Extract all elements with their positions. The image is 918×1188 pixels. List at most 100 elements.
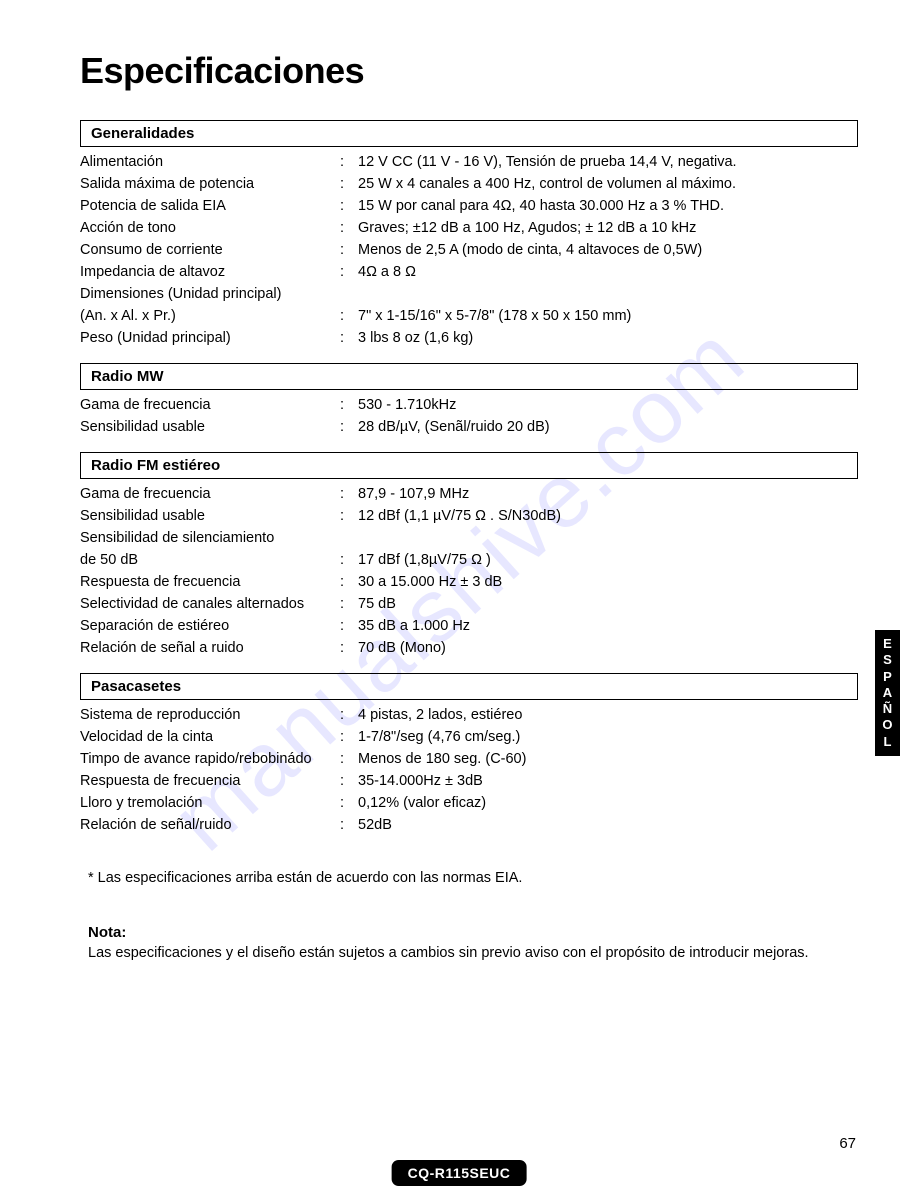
spec-label: Gama de frecuencia: [80, 483, 340, 505]
spec-label: Sensibilidad usable: [80, 505, 340, 527]
spec-label: Dimensiones (Unidad principal): [80, 283, 340, 305]
spec-value: 87,9 - 107,9 MHz: [358, 483, 858, 505]
spec-label: Acción de tono: [80, 217, 340, 239]
spec-value: Graves; ±12 dB a 100 Hz, Agudos; ± 12 dB…: [358, 217, 858, 239]
spec-colon: :: [340, 748, 358, 770]
spec-label: Peso (Unidad principal): [80, 327, 340, 349]
spec-table: Sistema de reproducción:4 pistas, 2 lado…: [80, 704, 858, 836]
spec-label: Sensibilidad de silenciamiento: [80, 527, 340, 549]
spec-row: Alimentación:12 V CC (11 V - 16 V), Tens…: [80, 151, 858, 173]
spec-colon: :: [340, 195, 358, 217]
note-body: Las especificaciones y el diseño están s…: [80, 943, 858, 963]
spec-colon: :: [340, 704, 358, 726]
sections-container: GeneralidadesAlimentación:12 V CC (11 V …: [80, 120, 858, 836]
spec-label: de 50 dB: [80, 549, 340, 571]
spec-label: Timpo de avance rapido/rebobinádo: [80, 748, 340, 770]
spec-value: 70 dB (Mono): [358, 637, 858, 659]
spec-row: Salida máxima de potencia:25 W x 4 canal…: [80, 173, 858, 195]
spec-label: Relación de señal a ruido: [80, 637, 340, 659]
spec-colon: :: [340, 505, 358, 527]
spec-row: Consumo de corriente:Menos de 2,5 A (mod…: [80, 239, 858, 261]
spec-row: Relación de señal a ruido:70 dB (Mono): [80, 637, 858, 659]
spec-value: 35 dB a 1.000 Hz: [358, 615, 858, 637]
spec-row: Sensibilidad usable:12 dBf (1,1 µV/75 Ω …: [80, 505, 858, 527]
spec-value: 3 lbs 8 oz (1,6 kg): [358, 327, 858, 349]
spec-row: Sistema de reproducción:4 pistas, 2 lado…: [80, 704, 858, 726]
spec-row: Peso (Unidad principal):3 lbs 8 oz (1,6 …: [80, 327, 858, 349]
spec-value: 0,12% (valor eficaz): [358, 792, 858, 814]
spec-label: Sensibilidad usable: [80, 416, 340, 438]
spec-colon: :: [340, 726, 358, 748]
spec-row: Lloro y tremolación:0,12% (valor eficaz): [80, 792, 858, 814]
spec-label: Lloro y tremolación: [80, 792, 340, 814]
spec-label: Alimentación: [80, 151, 340, 173]
spec-colon: :: [340, 416, 358, 438]
spec-row: Timpo de avance rapido/rebobinádo:Menos …: [80, 748, 858, 770]
spec-label: Relación de señal/ruido: [80, 814, 340, 836]
spec-row: Acción de tono:Graves; ±12 dB a 100 Hz, …: [80, 217, 858, 239]
spec-value: 4Ω a 8 Ω: [358, 261, 858, 283]
spec-label: Salida máxima de potencia: [80, 173, 340, 195]
spec-value: 15 W por canal para 4Ω, 40 hasta 30.000 …: [358, 195, 858, 217]
spec-value: [358, 527, 858, 549]
spec-row: Potencia de salida EIA:15 W por canal pa…: [80, 195, 858, 217]
spec-value: Menos de 180 seg. (C-60): [358, 748, 858, 770]
spec-value: 28 dB/µV, (Senãl/ruido 20 dB): [358, 416, 858, 438]
section-header: Radio MW: [80, 363, 858, 390]
spec-row: Selectividad de canales alternados:75 dB: [80, 593, 858, 615]
note-heading: Nota:: [80, 924, 858, 941]
footnote-text: * Las especificaciones arriba están de a…: [80, 870, 858, 886]
spec-value: 30 a 15.000 Hz ± 3 dB: [358, 571, 858, 593]
spec-table: Gama de frecuencia:530 - 1.710kHzSensibi…: [80, 394, 858, 438]
spec-table: Gama de frecuencia:87,9 - 107,9 MHzSensi…: [80, 483, 858, 659]
spec-label: Consumo de corriente: [80, 239, 340, 261]
spec-value: 12 V CC (11 V - 16 V), Tensión de prueba…: [358, 151, 858, 173]
section-header: Radio FM estiéreo: [80, 452, 858, 479]
spec-colon: :: [340, 151, 358, 173]
section-header: Pasacasetes: [80, 673, 858, 700]
spec-row: Sensibilidad usable:28 dB/µV, (Senãl/rui…: [80, 416, 858, 438]
spec-row: Relación de señal/ruido:52dB: [80, 814, 858, 836]
spec-value: 7" x 1-15/16" x 5-7/8" (178 x 50 x 150 m…: [358, 305, 858, 327]
spec-label: Separación de estiéreo: [80, 615, 340, 637]
spec-colon: :: [340, 173, 358, 195]
spec-row: (An. x Al. x Pr.):7" x 1-15/16" x 5-7/8"…: [80, 305, 858, 327]
spec-label: Impedancia de altavoz: [80, 261, 340, 283]
spec-label: Potencia de salida EIA: [80, 195, 340, 217]
spec-value: 530 - 1.710kHz: [358, 394, 858, 416]
spec-table: Alimentación:12 V CC (11 V - 16 V), Tens…: [80, 151, 858, 349]
spec-row: Respuesta de frecuencia:30 a 15.000 Hz ±…: [80, 571, 858, 593]
spec-colon: :: [340, 792, 358, 814]
spec-label: Sistema de reproducción: [80, 704, 340, 726]
spec-row: Respuesta de frecuencia:35-14.000Hz ± 3d…: [80, 770, 858, 792]
section-header: Generalidades: [80, 120, 858, 147]
spec-row: Impedancia de altavoz:4Ω a 8 Ω: [80, 261, 858, 283]
spec-colon: :: [340, 217, 358, 239]
spec-colon: :: [340, 483, 358, 505]
spec-colon: :: [340, 239, 358, 261]
spec-row: Sensibilidad de silenciamiento: [80, 527, 858, 549]
spec-colon: :: [340, 305, 358, 327]
spec-value: 25 W x 4 canales a 400 Hz, control de vo…: [358, 173, 858, 195]
spec-value: 75 dB: [358, 593, 858, 615]
spec-colon: :: [340, 814, 358, 836]
spec-value: 12 dBf (1,1 µV/75 Ω . S/N30dB): [358, 505, 858, 527]
spec-colon: :: [340, 571, 358, 593]
spec-label: Respuesta de frecuencia: [80, 571, 340, 593]
spec-colon: :: [340, 637, 358, 659]
spec-colon: [340, 527, 358, 549]
spec-label: Velocidad de la cinta: [80, 726, 340, 748]
page-number: 67: [839, 1135, 856, 1152]
spec-value: Menos de 2,5 A (modo de cinta, 4 altavoc…: [358, 239, 858, 261]
spec-row: Separación de estiéreo:35 dB a 1.000 Hz: [80, 615, 858, 637]
spec-colon: :: [340, 770, 358, 792]
spec-value: 4 pistas, 2 lados, estiéreo: [358, 704, 858, 726]
spec-row: Dimensiones (Unidad principal): [80, 283, 858, 305]
spec-value: [358, 283, 858, 305]
spec-colon: :: [340, 593, 358, 615]
spec-colon: [340, 283, 358, 305]
spec-label: Respuesta de frecuencia: [80, 770, 340, 792]
spec-value: 35-14.000Hz ± 3dB: [358, 770, 858, 792]
spec-label: (An. x Al. x Pr.): [80, 305, 340, 327]
spec-colon: :: [340, 549, 358, 571]
